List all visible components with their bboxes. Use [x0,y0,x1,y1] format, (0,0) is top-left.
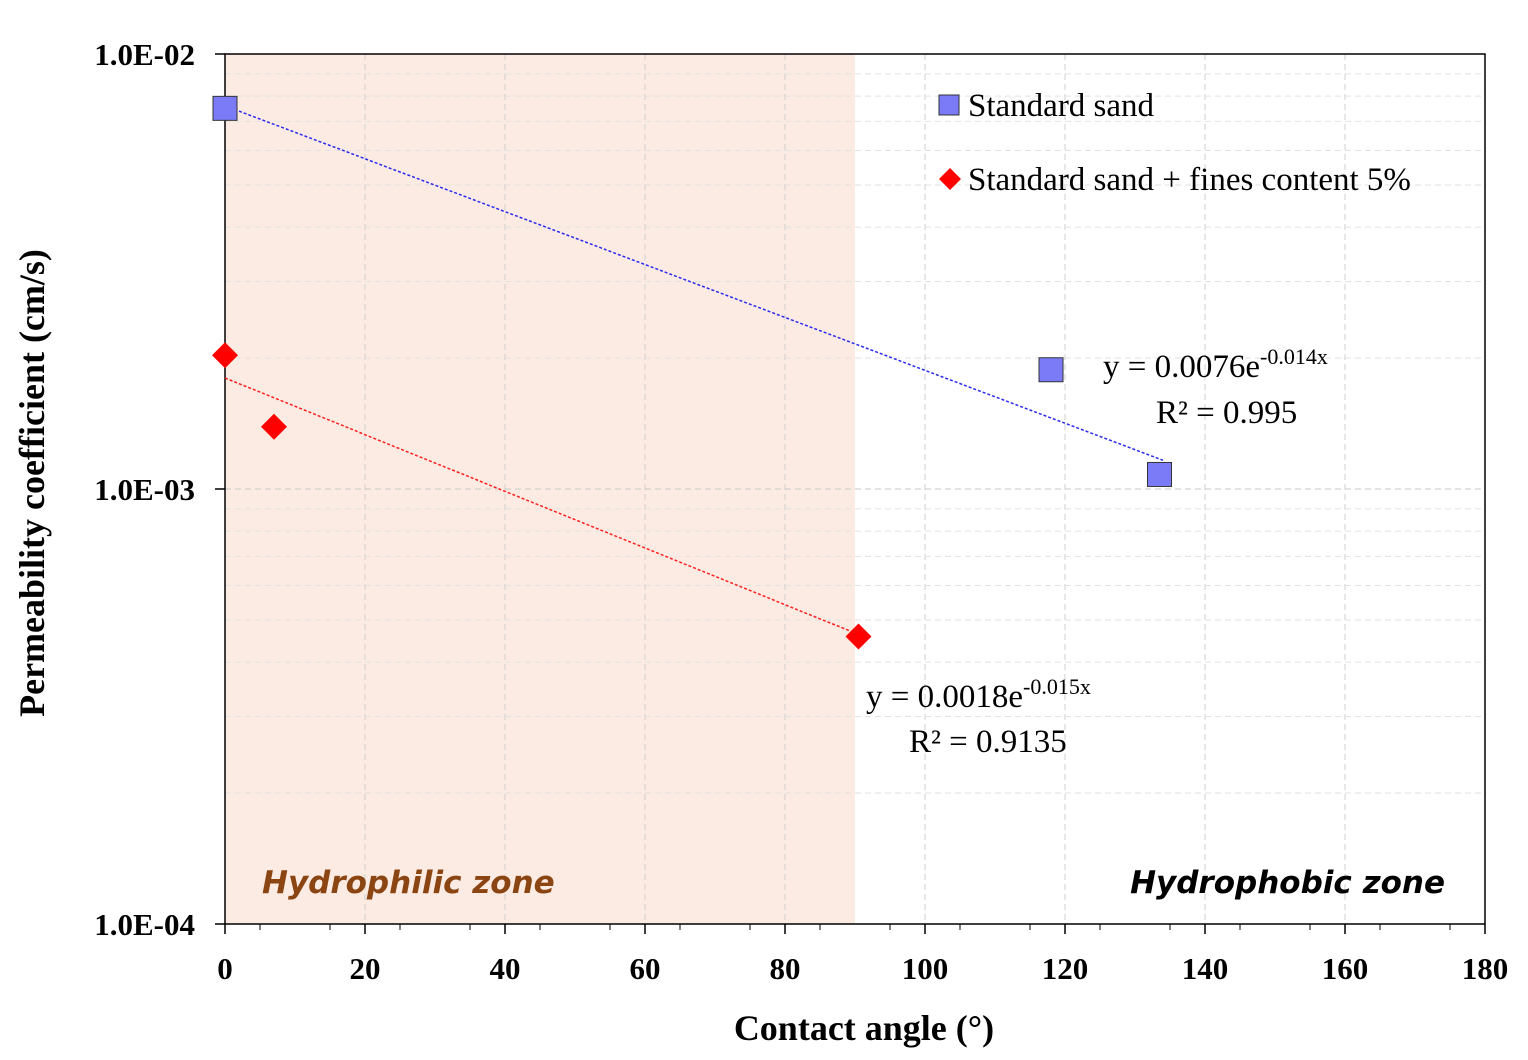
equation-standard-sand-r2: R² = 0.995 [1156,395,1297,431]
x-tick-label: 60 [630,951,661,986]
data-point-series-0 [1038,357,1064,383]
axis-ticks: 0 20 40 60 80 100 120 140 160 180 1.0E-04 1.0E-03 1.… [94,37,1508,986]
equation-standard-sand-exponent: -0.014x [1260,344,1328,369]
x-tick-label: 180 [1462,951,1509,986]
x-tick-label: 40 [490,951,521,986]
trendline-series-0 [224,105,1164,462]
trendline-series-1 [224,377,859,636]
equation-fines-content: y = 0.0018e-0.015x R² = 0.9135 [866,674,1091,760]
x-tick-label: 160 [1322,951,1369,986]
legend-label-fines-content: Standard sand + fines content 5% [968,162,1411,198]
equation-fines-content-exponent: -0.015x [1023,674,1091,699]
data-point-series-0 [1147,461,1172,487]
equation-standard-sand: y = 0.0076e-0.014x R² = 0.995 [1103,344,1328,431]
hydrophobic-zone-label: Hydrophobic zone [1130,865,1445,901]
y-tick-label: 1.0E-02 [94,37,195,72]
x-tick-label: 0 [217,951,233,986]
x-tick-label: 100 [902,951,949,986]
data-point-series-1 [261,413,287,440]
x-axis-title: Contact angle (°) [734,1008,994,1048]
data-points [212,95,1172,650]
legend-marker-fines-content [939,168,961,190]
y-tick-label: 1.0E-04 [94,907,195,942]
legend-label-standard-sand: Standard sand [968,88,1155,124]
x-tick-label: 140 [1182,951,1229,986]
grid [225,54,1485,924]
data-point-series-1 [845,623,872,650]
equation-fines-content-formula: y = 0.0018e [866,679,1023,715]
y-tick-label: 1.0E-03 [94,472,195,507]
equation-standard-sand-formula: y = 0.0076e [1103,349,1260,385]
y-axis-title: Permeability coefficient (cm/s) [12,249,52,717]
legend-marker-standard-sand [938,94,960,116]
legend: Standard sand Standard sand + fines cont… [938,88,1411,198]
trendlines [224,105,1164,636]
data-point-series-0 [212,95,238,121]
equation-fines-content-r2: R² = 0.9135 [909,724,1067,760]
hydrophilic-zone-label: Hydrophilic zone [262,865,555,901]
x-tick-label: 20 [350,951,381,986]
x-tick-label: 120 [1042,951,1089,986]
data-point-series-1 [212,342,238,369]
x-tick-label: 80 [770,951,801,986]
svg-text:y = 0.0076e-0.014x: y = 0.0076e-0.014x [1103,344,1328,385]
svg-text:y = 0.0018e-0.015x: y = 0.0018e-0.015x [866,674,1091,715]
